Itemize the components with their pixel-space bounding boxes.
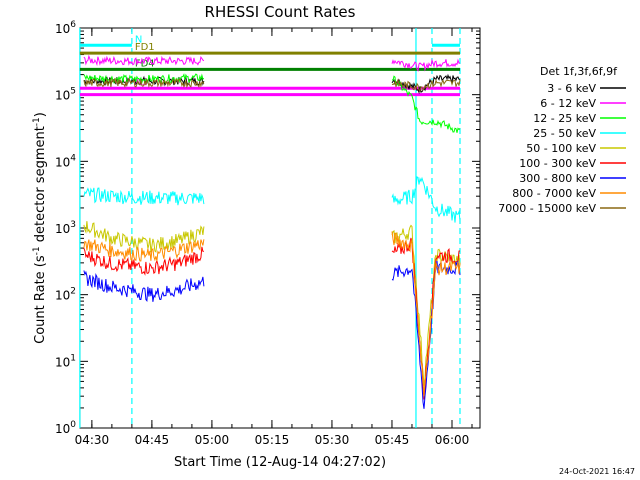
y-tick-label: 101 <box>55 353 76 369</box>
series-line <box>83 54 205 67</box>
legend-entry-label: 50 - 100 keV <box>526 142 596 155</box>
x-tick-label: 05:00 <box>195 433 230 447</box>
series-line <box>391 73 461 95</box>
series-line <box>83 73 205 85</box>
series-line <box>391 224 461 386</box>
legend-entry-label: 7000 - 15000 keV <box>498 202 596 215</box>
y-tick-label: 104 <box>55 153 76 169</box>
x-tick-label: 05:15 <box>255 433 290 447</box>
series-line <box>391 237 461 400</box>
chart-title: RHESSI Count Rates <box>205 3 356 21</box>
y-tick-label: 102 <box>55 287 76 303</box>
y-tick-label: 103 <box>55 220 76 236</box>
series-line <box>391 260 461 409</box>
date-stamp: 24-Oct-2021 16:47 <box>559 467 635 476</box>
state-bar-label: FD1 <box>135 42 155 53</box>
series-line <box>391 231 461 397</box>
series-line <box>83 187 205 206</box>
legend-entry-label: 100 - 300 keV <box>519 157 596 170</box>
series-line <box>391 75 461 133</box>
series-line <box>83 77 205 89</box>
x-tick-label: 04:30 <box>75 433 110 447</box>
series-line <box>391 58 461 72</box>
state-bar-label: N <box>135 34 142 45</box>
legend-entry-label: 25 - 50 keV <box>533 127 596 140</box>
state-bar-label: FD4 <box>135 58 155 69</box>
legend: Det 1f,3f,6f,9f 3 - 6 keV 6 - 12 keV 12 - … <box>498 65 626 215</box>
y-tick-label: 100 <box>55 420 76 436</box>
series-line <box>391 78 461 92</box>
legend-entry-label: 3 - 6 keV <box>547 82 596 95</box>
x-tick-label: 05:45 <box>375 433 410 447</box>
series-line <box>83 246 204 276</box>
series-line <box>83 239 205 262</box>
axes: 100 101 102 103 104 105 106 04:30 04:45 05:00 05:1… <box>55 20 481 447</box>
legend-entry-label: 6 - 12 keV <box>540 97 596 110</box>
x-axis-label: Start Time (12-Aug-14 04:27:02) <box>174 455 386 470</box>
x-tick-label: 04:45 <box>135 433 170 447</box>
series-line <box>83 221 205 253</box>
y-tick-label: 105 <box>55 87 76 103</box>
y-tick-label: 106 <box>55 20 76 36</box>
y-axis-label: Count Rate (s-1 detector segment-1) <box>32 112 48 344</box>
series-traces <box>83 54 461 409</box>
x-tick-label: 06:00 <box>435 433 470 447</box>
x-tick-label: 05:30 <box>315 433 350 447</box>
legend-entry-label: 800 - 7000 keV <box>512 187 596 200</box>
series-line <box>83 270 205 302</box>
legend-entry-label: 300 - 800 keV <box>519 172 596 185</box>
series-line <box>391 176 461 223</box>
legend-entry-label: 12 - 25 keV <box>533 112 596 125</box>
legend-title: Det 1f,3f,6f,9f <box>540 65 618 78</box>
